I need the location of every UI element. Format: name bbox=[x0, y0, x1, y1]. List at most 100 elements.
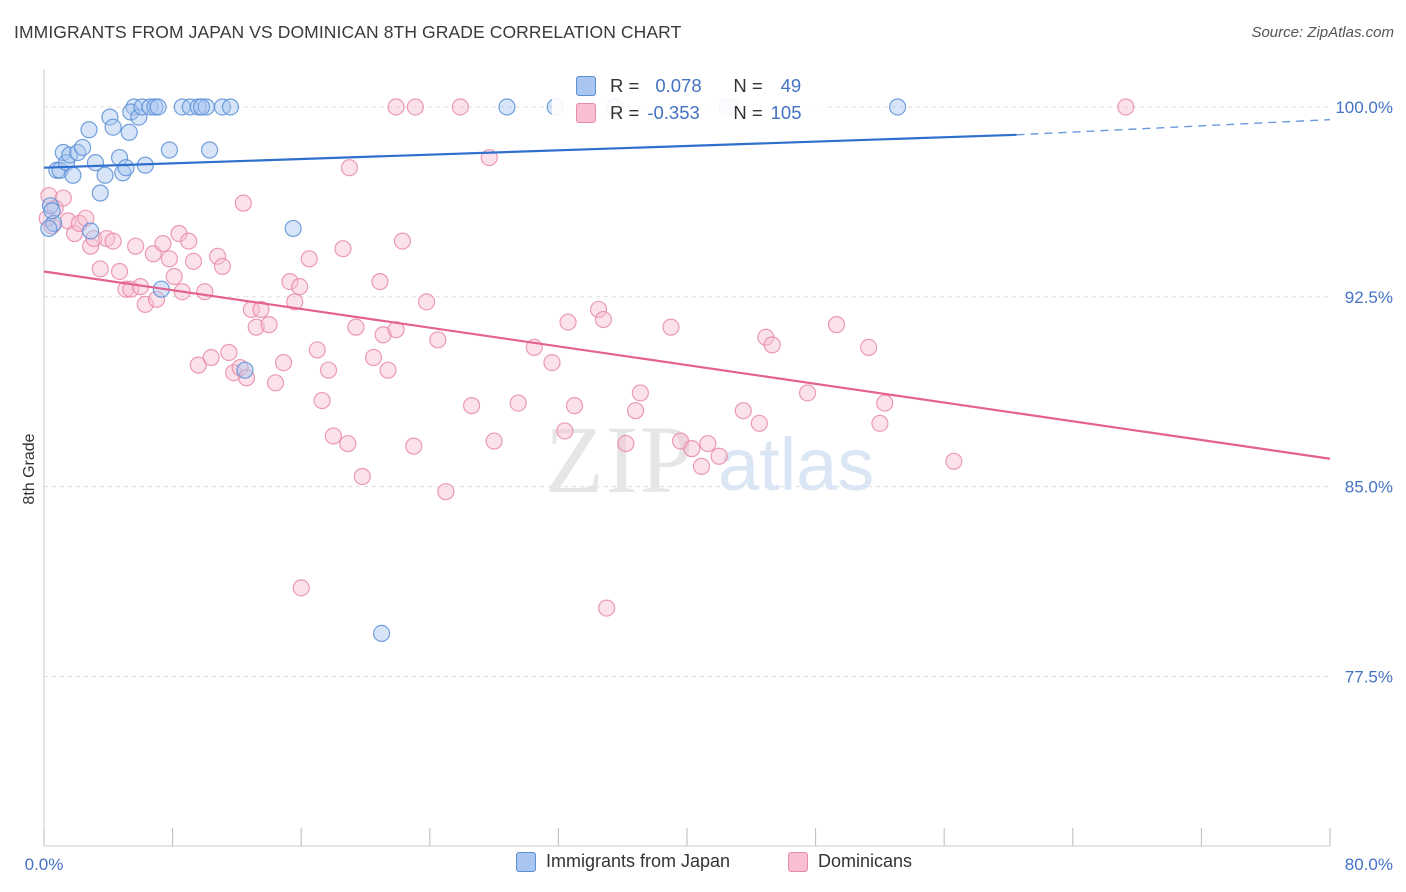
dominican-point bbox=[683, 440, 701, 458]
legend-item-dominican[interactable]: Dominicans bbox=[788, 851, 912, 872]
dominican-point bbox=[437, 483, 455, 501]
dominican-point bbox=[417, 293, 436, 311]
dominican-point bbox=[252, 300, 270, 319]
dominican-point bbox=[91, 260, 109, 278]
dominican-point bbox=[353, 467, 371, 486]
japan-trend-line bbox=[43, 133, 1017, 169]
n-label: N = bbox=[733, 102, 763, 123]
japan-point bbox=[43, 202, 61, 220]
japan-points bbox=[40, 98, 907, 643]
dominican-point bbox=[213, 257, 232, 276]
legend-item-japan[interactable]: Immigrants from Japan bbox=[516, 851, 730, 872]
dominican-point bbox=[393, 232, 412, 250]
dominican-point bbox=[734, 402, 752, 420]
dominican-point bbox=[196, 283, 214, 301]
dominican-point bbox=[871, 414, 889, 432]
dominican-point bbox=[485, 432, 503, 450]
dominican-point bbox=[699, 434, 717, 453]
dominican-swatch bbox=[576, 103, 596, 123]
dominican-point bbox=[260, 316, 278, 334]
dominican-point bbox=[406, 98, 424, 116]
dominican-point bbox=[308, 341, 326, 359]
dominican-point bbox=[631, 384, 649, 402]
dominican-point bbox=[54, 189, 72, 207]
japan-point bbox=[372, 624, 391, 643]
dominican-point bbox=[662, 318, 680, 336]
n-value: 49 bbox=[780, 75, 802, 96]
dominican-point bbox=[154, 235, 172, 253]
dominican-point bbox=[247, 318, 265, 336]
japan-point bbox=[149, 98, 167, 116]
watermark-atlas: atlas bbox=[718, 423, 874, 506]
dominican-point bbox=[319, 361, 338, 379]
japan-point bbox=[45, 214, 63, 232]
dominican-point bbox=[160, 250, 178, 268]
n-value: 105 bbox=[770, 102, 802, 123]
dominican-point bbox=[136, 295, 154, 313]
dominican-point bbox=[565, 397, 584, 415]
dominican-point bbox=[334, 240, 352, 258]
japan-point bbox=[73, 138, 92, 157]
dominican-point bbox=[324, 427, 342, 445]
dominican-point bbox=[117, 280, 135, 298]
japan-point bbox=[82, 222, 100, 240]
dominican-point bbox=[234, 194, 252, 212]
dominican-point bbox=[827, 316, 846, 334]
trend-lines bbox=[43, 118, 1331, 460]
x-tick-labels: 0.0% 80.0% bbox=[25, 855, 1393, 874]
y-axis-label: 8th Grade bbox=[21, 433, 38, 504]
dominican-point bbox=[231, 359, 249, 377]
stats-row-japan: R = 0.078 N = 49 bbox=[552, 74, 801, 98]
dominican-point bbox=[559, 313, 577, 331]
n-label: N = bbox=[733, 75, 763, 96]
y-tick-label: 100.0% bbox=[1335, 98, 1393, 117]
legend-label-japan: Immigrants from Japan bbox=[546, 851, 731, 871]
dominican-point bbox=[509, 394, 527, 412]
japan-point bbox=[200, 141, 219, 159]
japan-point bbox=[498, 98, 516, 116]
y-tick-label: 85.0% bbox=[1345, 478, 1393, 497]
dominican-point bbox=[1117, 98, 1135, 116]
dominican-point bbox=[692, 457, 711, 475]
chart-title: IMMIGRANTS FROM JAPAN VS DOMINICAN 8TH G… bbox=[14, 22, 682, 42]
dominican-point bbox=[180, 232, 198, 250]
dominican-point bbox=[594, 310, 613, 329]
bottom-legend: Immigrants from Japan Dominicans bbox=[0, 851, 1406, 879]
japan-point bbox=[104, 118, 122, 136]
dominican-point bbox=[266, 374, 285, 392]
dominican-point bbox=[202, 348, 220, 367]
watermark: ZIP atlas bbox=[545, 406, 874, 513]
japan-point bbox=[221, 98, 240, 116]
japan-point bbox=[80, 121, 98, 139]
dominican-point bbox=[371, 272, 389, 291]
stats-row-dominican: R = -0.353 N = 105 bbox=[552, 101, 802, 125]
japan-point bbox=[64, 166, 82, 184]
dominican-point bbox=[127, 237, 145, 255]
r-label: R = bbox=[610, 102, 640, 123]
dominican-point bbox=[379, 361, 397, 379]
x-tick-label: 0.0% bbox=[25, 855, 64, 874]
japan-point bbox=[284, 219, 302, 238]
dominican-point bbox=[339, 434, 357, 453]
y-tick-label: 92.5% bbox=[1345, 288, 1393, 307]
dominican-point bbox=[300, 250, 318, 268]
dominican-point bbox=[374, 326, 392, 344]
dominican-point bbox=[798, 384, 817, 402]
dominican-point bbox=[340, 159, 359, 177]
dominican-point bbox=[347, 318, 365, 336]
dominican-point bbox=[462, 397, 481, 415]
japan-trend-extension bbox=[1016, 118, 1331, 136]
dominican-point bbox=[104, 232, 122, 250]
source-label: Source: ZipAtlas.com bbox=[1251, 24, 1394, 41]
dominican-point bbox=[286, 293, 304, 311]
watermark-zip: ZIP bbox=[545, 406, 695, 513]
dominican-point bbox=[750, 414, 768, 432]
japan-point bbox=[130, 108, 148, 126]
gridlines bbox=[44, 106, 1330, 677]
dominican-point bbox=[626, 402, 645, 420]
japan-point bbox=[91, 184, 109, 202]
dominican-point bbox=[451, 98, 469, 116]
dominican-point bbox=[189, 356, 207, 374]
r-value: -0.353 bbox=[647, 102, 700, 123]
